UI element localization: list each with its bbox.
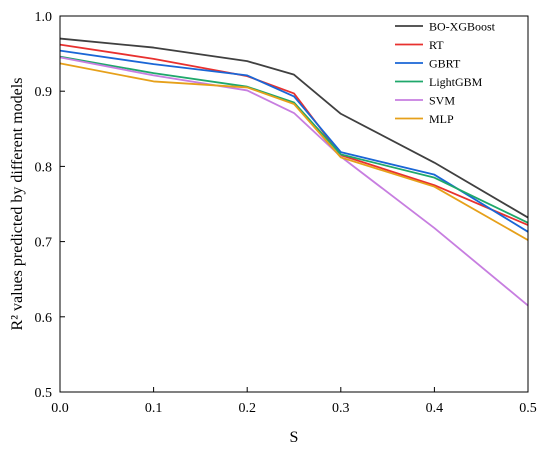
legend-label: SVM xyxy=(429,94,455,108)
legend-item: LightGBM xyxy=(395,75,483,89)
y-axis-label: R² values predicted by different models xyxy=(9,78,26,331)
legend-label: LightGBM xyxy=(429,75,483,89)
series-line-mlp xyxy=(59,62,529,241)
legend-label: RT xyxy=(429,38,444,52)
plot-frame xyxy=(59,15,529,393)
series-line-gbrt xyxy=(59,49,529,233)
legend-item: BO-XGBoost xyxy=(395,20,496,34)
x-tick-label: 0.0 xyxy=(51,401,69,416)
x-tick-label: 0.2 xyxy=(238,401,256,416)
series-line-svm xyxy=(59,56,529,307)
series-line-rt xyxy=(59,43,529,226)
y-tick-label: 0.9 xyxy=(35,85,53,100)
legend-item: GBRT xyxy=(395,57,461,71)
y-tick-label: 0.8 xyxy=(35,160,53,175)
axis-ticks: 0.0 0.1 0.2 0.3 0.4 0.5 0.5 0.6 0.7 0.8 0.9 1.0 xyxy=(35,10,537,416)
y-tick-label: 0.6 xyxy=(35,311,53,326)
x-tick-label: 0.4 xyxy=(426,401,444,416)
legend-item: MLP xyxy=(395,112,454,126)
x-axis-label: S xyxy=(290,429,299,446)
x-tick-label: 0.3 xyxy=(332,401,350,416)
series-line-lightgbm xyxy=(59,55,529,224)
y-tick-label: 0.7 xyxy=(35,236,53,251)
legend-item: RT xyxy=(395,38,444,52)
legend-label: GBRT xyxy=(429,57,461,71)
y-tick-label: 1.0 xyxy=(35,10,53,25)
series-lines xyxy=(59,37,529,307)
x-tick-label: 0.1 xyxy=(145,401,163,416)
y-tick-label: 0.5 xyxy=(35,386,53,401)
legend-label: BO-XGBoost xyxy=(429,20,496,34)
legend-label: MLP xyxy=(429,112,454,126)
x-tick-label: 0.5 xyxy=(519,401,537,416)
legend-item: SVM xyxy=(395,94,455,108)
series-line-bo-xgboost xyxy=(59,37,529,219)
legend: BO-XGBoost RT GBRT LightGBM SVM MLP xyxy=(395,20,496,126)
